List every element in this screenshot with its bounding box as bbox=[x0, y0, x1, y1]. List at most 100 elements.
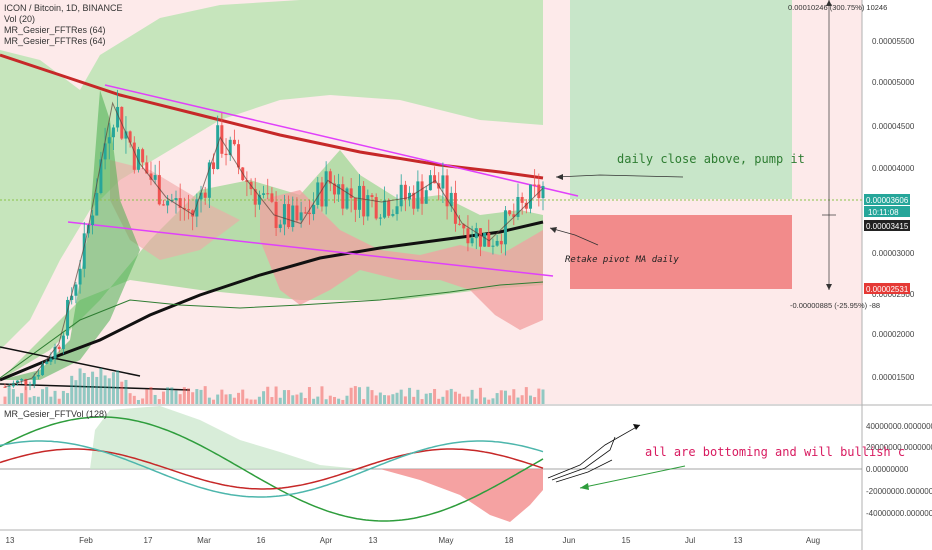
candle-body bbox=[103, 143, 107, 160]
volume-bar bbox=[120, 381, 124, 404]
candle-body bbox=[66, 299, 70, 336]
candle-body bbox=[512, 214, 516, 217]
volume-bar bbox=[503, 390, 507, 404]
candle-body bbox=[91, 215, 95, 226]
time-tick-label: 15 bbox=[622, 536, 631, 545]
candle-body bbox=[491, 245, 495, 247]
volume-bar bbox=[408, 387, 412, 404]
volume-bar bbox=[153, 394, 157, 404]
volume-bar bbox=[528, 395, 532, 404]
candle-body bbox=[53, 346, 57, 359]
volume-bar bbox=[86, 376, 90, 404]
candle-body bbox=[366, 195, 370, 217]
candle-body bbox=[370, 195, 374, 198]
candle-body bbox=[345, 188, 349, 209]
candle-body bbox=[82, 233, 86, 269]
volume-bar bbox=[228, 394, 232, 404]
candle-body bbox=[320, 182, 324, 207]
candle-body bbox=[111, 127, 115, 138]
candle-body bbox=[520, 196, 524, 203]
volume-bar bbox=[16, 396, 20, 404]
volume-bar bbox=[391, 394, 395, 404]
osc-green-line bbox=[0, 416, 544, 522]
candle-body bbox=[107, 137, 111, 144]
volume-bar bbox=[241, 389, 245, 404]
volume-bar bbox=[395, 392, 399, 404]
legend-fftvol[interactable]: MR_Gesier_FFTVol (128) bbox=[4, 409, 108, 419]
pump-arrow-head bbox=[556, 174, 563, 180]
candle-body bbox=[420, 181, 424, 204]
volume-bar bbox=[399, 389, 403, 404]
volume-bar bbox=[387, 395, 391, 404]
volume-bar bbox=[433, 388, 437, 404]
volume-bar bbox=[111, 372, 115, 404]
candle-body bbox=[362, 185, 366, 217]
symbol-title[interactable]: ICON / Bitcoin, 1D, BINANCE bbox=[4, 3, 123, 13]
volume-bar bbox=[337, 398, 341, 404]
price-tick-label: 0.00004500 bbox=[872, 122, 915, 131]
volume-bar bbox=[182, 387, 186, 404]
candle-body bbox=[216, 125, 220, 170]
candle-body bbox=[16, 380, 20, 383]
volume-bar bbox=[57, 398, 61, 404]
level-b-label: 0.00002531 bbox=[866, 285, 909, 294]
thin-ma-line bbox=[0, 281, 544, 379]
volume-bar bbox=[132, 395, 136, 404]
candle-body bbox=[224, 153, 228, 156]
price-tick-label: 0.00002000 bbox=[872, 330, 915, 339]
candle-body bbox=[228, 139, 232, 156]
candle-body bbox=[7, 386, 11, 388]
candle-body bbox=[174, 198, 178, 201]
target-label: 0.00010246 (300.75%) 10246 bbox=[788, 3, 887, 12]
candle-body bbox=[453, 192, 457, 224]
candle-body bbox=[524, 202, 528, 209]
volume-bar bbox=[291, 395, 295, 404]
volume-bar bbox=[107, 378, 111, 404]
candle-body bbox=[387, 200, 391, 216]
volume-bar bbox=[166, 387, 170, 404]
candle-body bbox=[128, 131, 132, 143]
volume-bar bbox=[270, 397, 274, 404]
time-tick-label: Mar bbox=[197, 536, 211, 545]
candle-body bbox=[433, 175, 437, 184]
volume-bar bbox=[312, 398, 316, 404]
time-tick-label: Jun bbox=[563, 536, 576, 545]
volume-bar bbox=[274, 386, 278, 404]
candle-body bbox=[378, 217, 382, 219]
candle-body bbox=[328, 171, 332, 184]
candle-body bbox=[287, 204, 291, 228]
volume-bar bbox=[320, 386, 324, 404]
hand-arrow-3 bbox=[555, 459, 613, 483]
volume-bar bbox=[437, 398, 441, 404]
candle-body bbox=[383, 200, 387, 218]
candle-body bbox=[424, 190, 428, 204]
candle-body bbox=[349, 188, 353, 198]
volume-bar bbox=[7, 387, 11, 404]
legend-vol[interactable]: Vol (20) bbox=[4, 14, 36, 24]
volume-bar bbox=[383, 395, 387, 404]
legend-fftres-1[interactable]: MR_Gesier_FFTRes (64) bbox=[4, 25, 106, 35]
price-tick-label: 0.00003000 bbox=[872, 249, 915, 258]
volume-bar bbox=[499, 390, 503, 404]
candle-body bbox=[483, 232, 487, 247]
candle-body bbox=[441, 175, 445, 189]
candle-body bbox=[49, 358, 53, 362]
osc-teal-line bbox=[0, 440, 544, 498]
candle-body bbox=[537, 184, 541, 199]
candle-body bbox=[61, 335, 65, 350]
volume-bar bbox=[128, 393, 132, 404]
legend-fftres-2[interactable]: MR_Gesier_FFTRes (64) bbox=[4, 36, 106, 46]
candle-body bbox=[28, 384, 32, 386]
volume-bar bbox=[533, 397, 537, 404]
volume-bar bbox=[453, 391, 457, 404]
candle-body bbox=[324, 171, 328, 207]
candle-body bbox=[274, 201, 278, 228]
volume-bar bbox=[282, 390, 286, 404]
volume-bar bbox=[103, 375, 107, 404]
volume-bar bbox=[45, 387, 49, 404]
volume-bar bbox=[416, 389, 420, 404]
candle-body bbox=[374, 197, 378, 219]
volume-bar bbox=[470, 389, 474, 404]
